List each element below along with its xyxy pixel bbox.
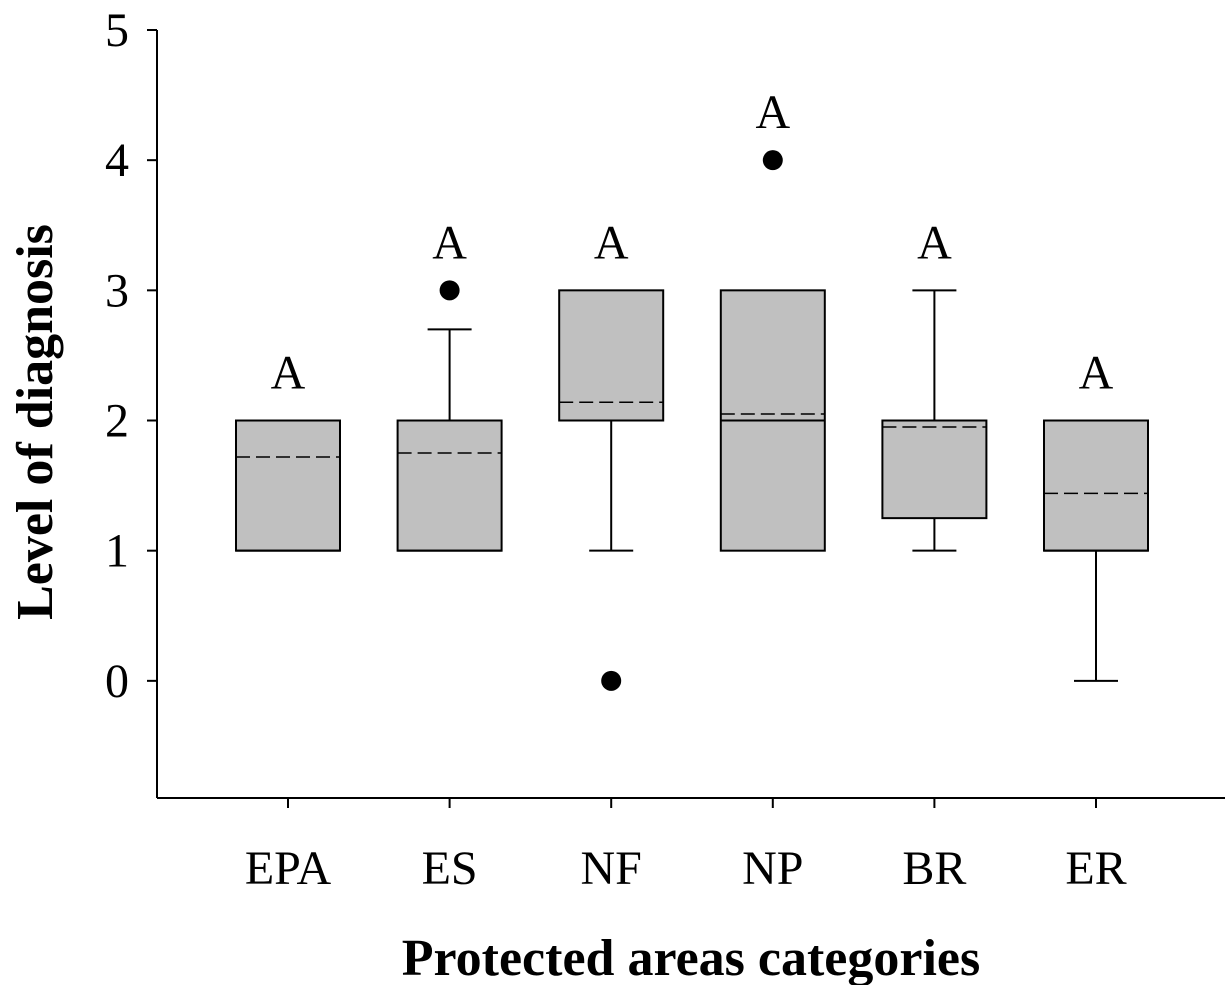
outlier-point: [762, 150, 783, 171]
y-tick-label: 4: [105, 134, 129, 187]
y-tick-label: 5: [105, 4, 129, 57]
y-tick-label: 1: [105, 525, 129, 578]
x-tick-label: NP: [742, 842, 803, 895]
x-tick-label: ES: [422, 842, 478, 895]
box-er: A: [1043, 347, 1149, 682]
y-tick-label: 0: [105, 655, 129, 708]
significance-letter: A: [755, 86, 790, 139]
y-tick-label: 2: [105, 395, 129, 448]
significance-letter: A: [271, 347, 306, 400]
iqr-box: [558, 289, 665, 422]
y-axis-title: Level of diagnosis: [7, 224, 64, 620]
iqr-box: [235, 419, 341, 552]
significance-letter: A: [432, 216, 467, 269]
y-tick-label: 3: [105, 264, 129, 317]
box-nf: A: [558, 216, 665, 691]
outlier-point: [439, 280, 460, 301]
significance-letter: A: [917, 216, 952, 269]
box-br: A: [881, 216, 988, 552]
x-tick-label: BR: [902, 842, 966, 895]
x-tick-label: NF: [581, 842, 642, 895]
box-es: A: [396, 216, 503, 552]
iqr-box: [396, 419, 503, 552]
iqr-box: [1043, 419, 1149, 552]
significance-letter: A: [594, 216, 629, 269]
y-axis: 0 1 2 3 4 5: [105, 4, 158, 798]
x-tick-label: EPA: [245, 842, 332, 895]
iqr-box: [881, 419, 988, 520]
x-axis: EPA ES NF NP BR ER: [157, 797, 1225, 895]
outlier-point: [601, 670, 622, 691]
x-tick-label: ER: [1065, 842, 1126, 895]
significance-letter: A: [1079, 347, 1114, 400]
box-series: A A A A A A: [235, 86, 1149, 691]
box-epa: A: [235, 347, 341, 552]
box-np: A: [719, 86, 826, 552]
x-axis-title: Protected areas categories: [402, 930, 980, 985]
